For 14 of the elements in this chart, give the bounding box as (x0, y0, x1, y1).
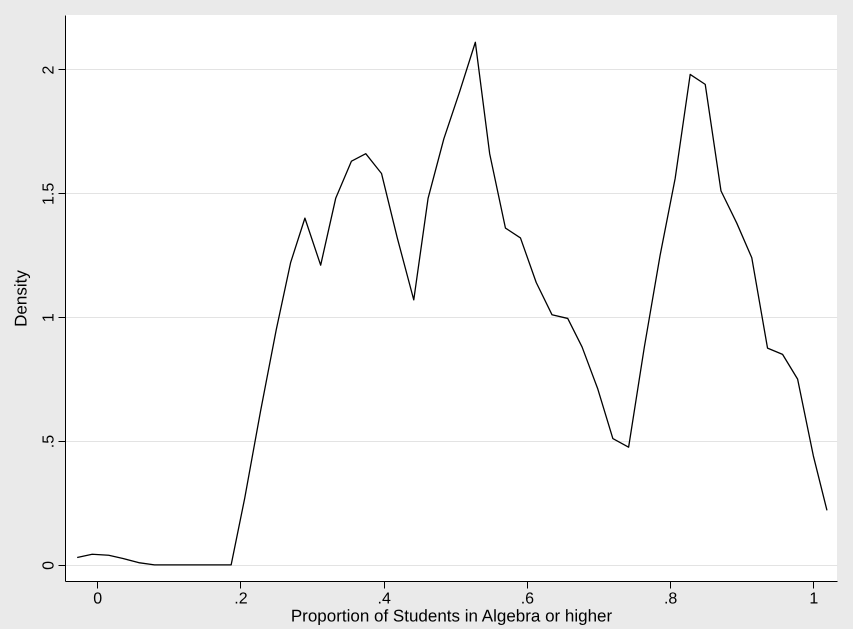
x-tick-label: .6 (520, 590, 534, 608)
y-tick-label: 2 (40, 65, 58, 74)
y-tick-label: 1 (40, 313, 58, 322)
x-tick-label: .4 (378, 590, 391, 608)
x-axis-title: Proportion of Students in Algebra or higher (290, 606, 612, 626)
y-tick-label: .5 (40, 434, 58, 448)
x-tick-label: 1 (809, 590, 818, 608)
y-tick-label: 0 (40, 560, 58, 570)
x-tick-label: .8 (664, 590, 678, 608)
x-tick-label: .2 (234, 590, 248, 608)
line-series (76, 42, 828, 566)
y-axis-title: Density (12, 270, 30, 327)
x-tick-label: 0 (93, 590, 102, 608)
y-tick-label: 1.5 (40, 182, 58, 205)
